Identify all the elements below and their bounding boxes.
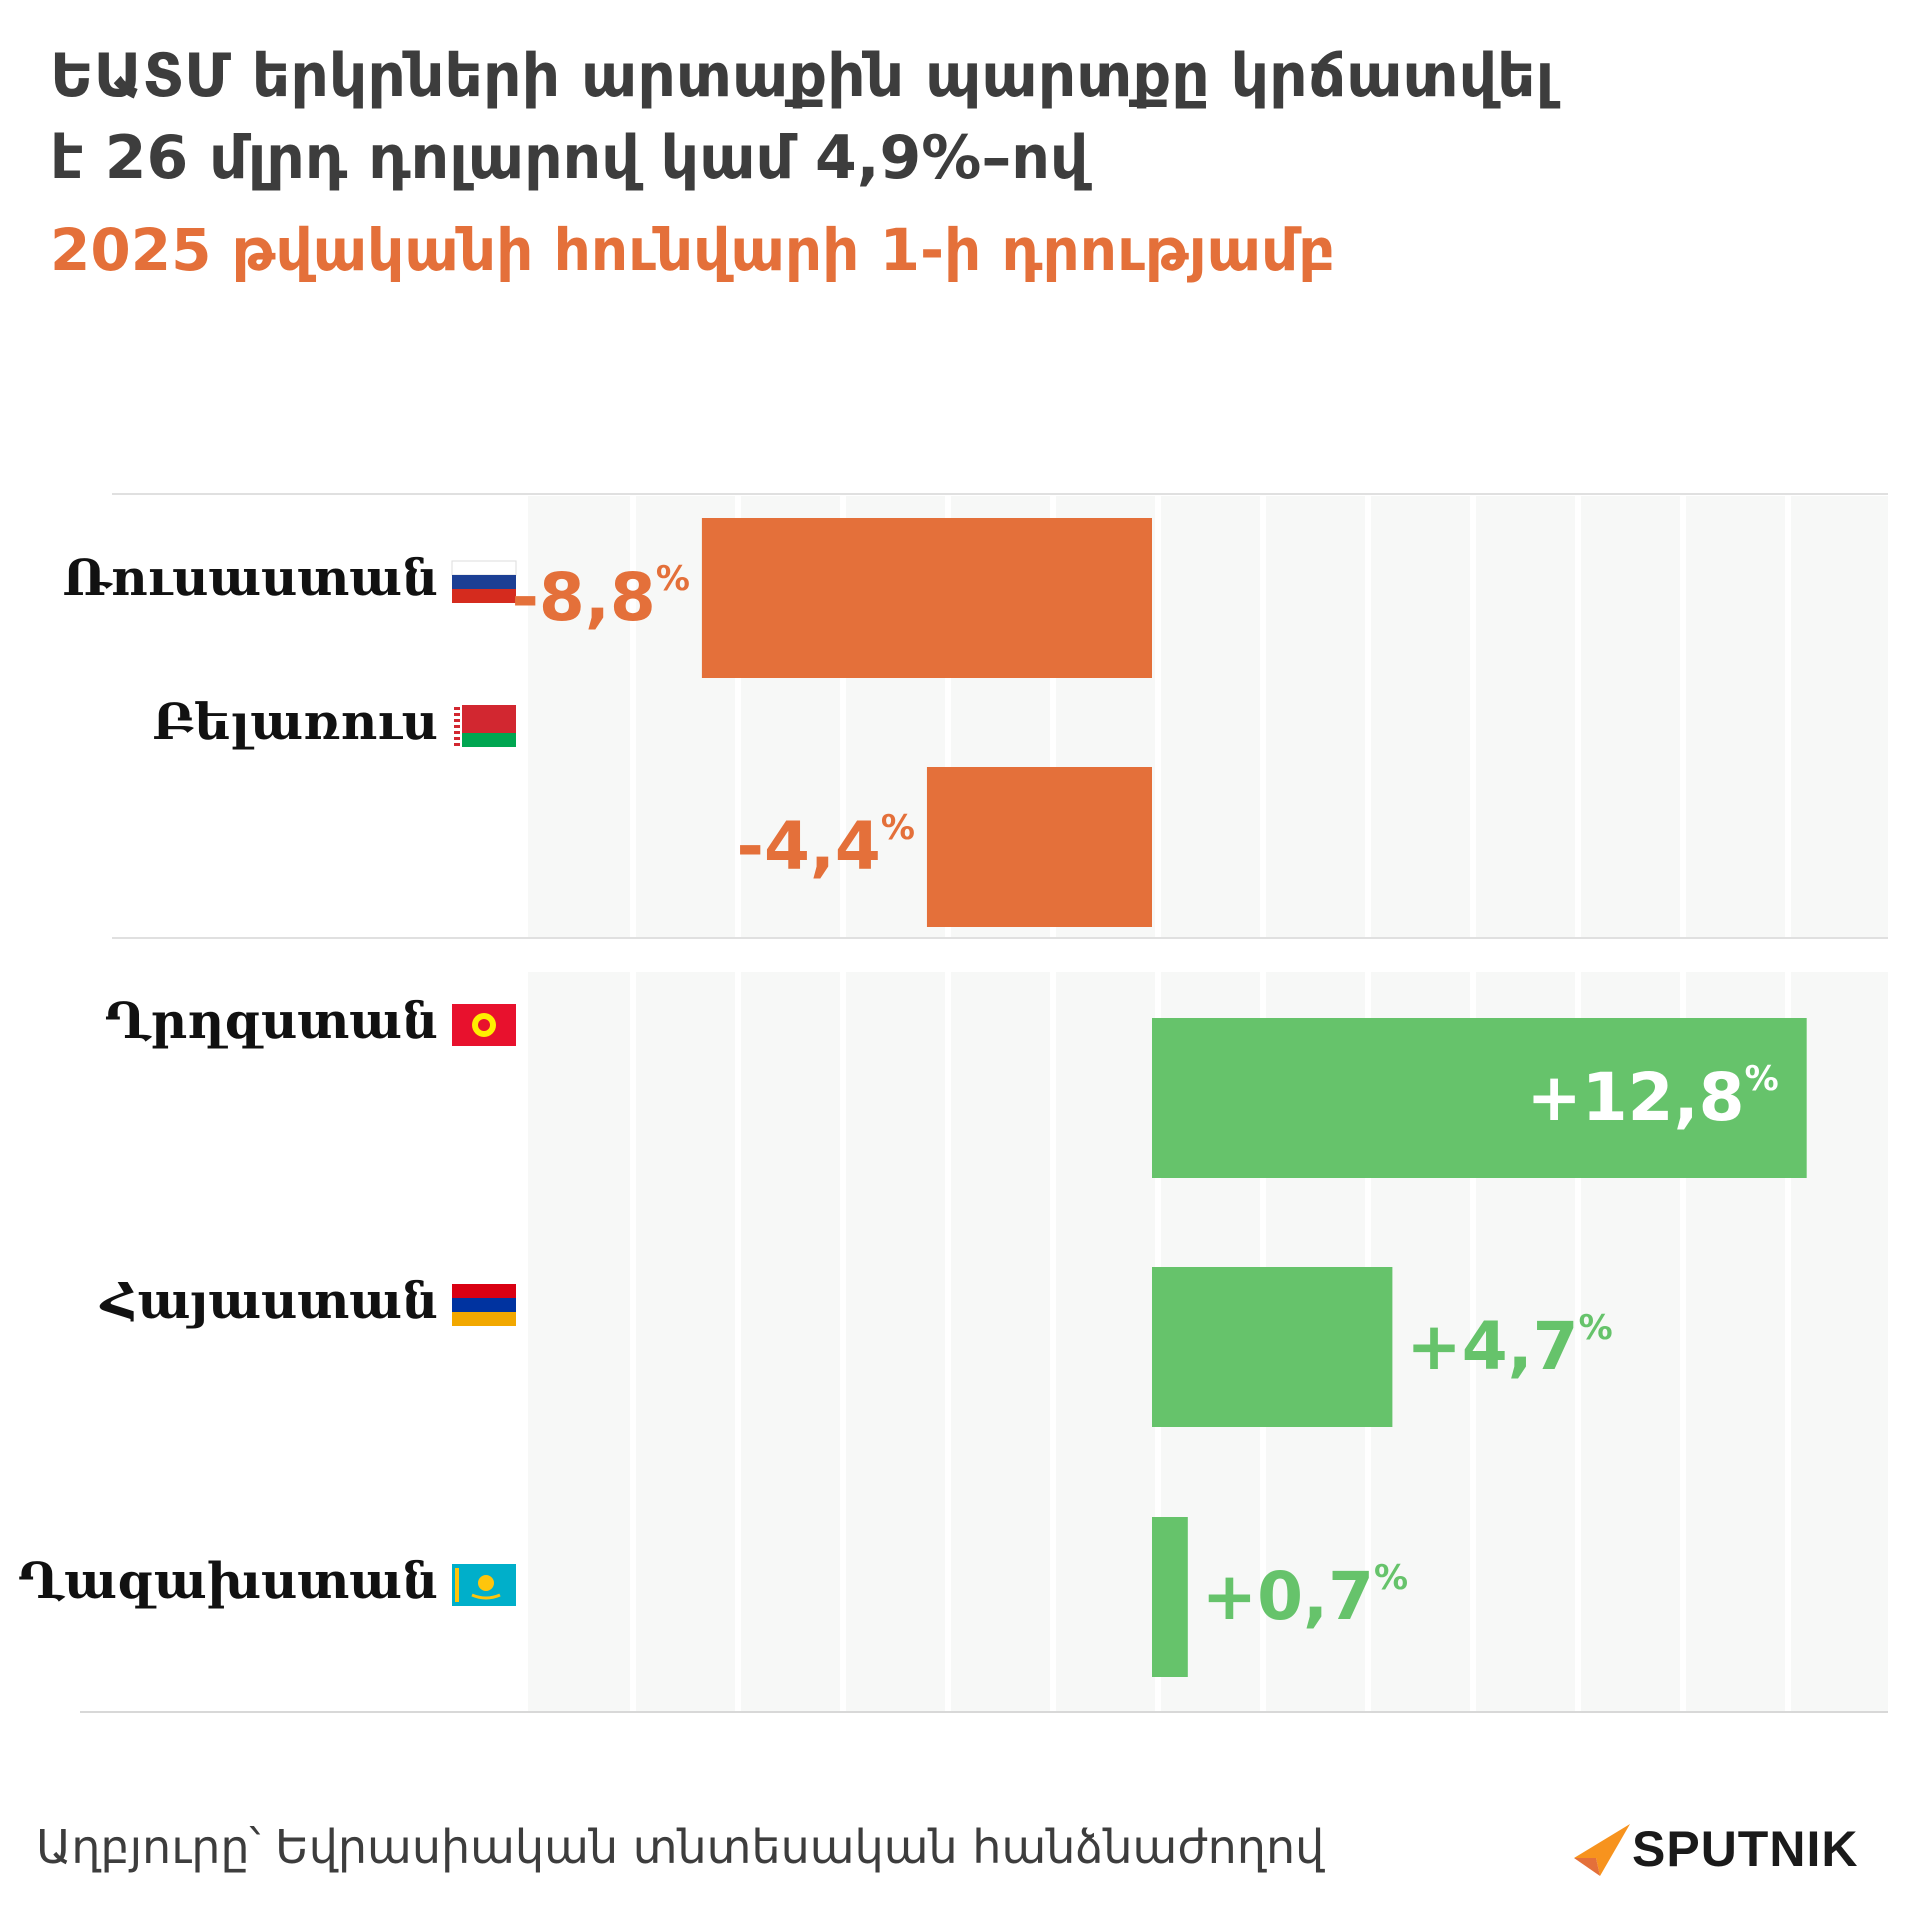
source-note: Աղբյուրը՝ Եվրասիական տնտեսական հանձնաժող… xyxy=(36,1820,1325,1874)
chart-title-line-1: ԵԱՏՄ երկրների արտաքին պարտքը կրճատվել xyxy=(50,41,1555,111)
value-label-0: -8,8% xyxy=(512,559,690,636)
gridline xyxy=(630,496,636,938)
gridline xyxy=(945,496,951,938)
value-labels: -8,8%-4,4%+12,8%+4,7%+0,7% xyxy=(512,559,1779,1635)
bar-1 xyxy=(926,767,1152,927)
gridline xyxy=(945,972,951,1712)
gridline xyxy=(1575,496,1581,938)
gridline xyxy=(1260,496,1266,938)
flag-belarus-icon xyxy=(452,705,516,747)
bar-3 xyxy=(1152,1267,1393,1427)
country-label-1: Բելառուս xyxy=(152,692,438,751)
gridline xyxy=(1680,972,1686,1712)
country-labels: Ռուսաստան Բելառուս Ղրղզստան Հայաստան Ղազախստ… xyxy=(18,548,517,1610)
country-label-2: Ղրղզստան xyxy=(105,991,438,1050)
value-label-4: +0,7% xyxy=(1202,1558,1408,1635)
value-label-2: +12,8% xyxy=(1526,1059,1778,1136)
value-number: -8,8 xyxy=(512,559,656,636)
chart-subtitle: 2025 թվականի հունվարի 1-ի դրությամբ xyxy=(50,216,1336,284)
value-number: +0,7 xyxy=(1202,1558,1374,1635)
gridline xyxy=(1680,496,1686,938)
bar-4 xyxy=(1152,1517,1188,1677)
bar-0 xyxy=(701,518,1152,678)
chart-title-line-2: է 26 մլրդ դոլարով կամ 4,9%–ով xyxy=(50,123,1089,193)
value-number: -4,4 xyxy=(737,808,881,885)
gridline xyxy=(1470,972,1476,1712)
gridline xyxy=(840,972,846,1712)
value-percent-sign: % xyxy=(656,559,690,599)
flag-armenia-icon xyxy=(452,1284,516,1326)
country-label-4: Ղազախստան xyxy=(18,1551,438,1610)
gridline xyxy=(1050,972,1056,1712)
gridline xyxy=(630,972,636,1712)
country-label-3: Հայաստան xyxy=(99,1271,438,1330)
gridline xyxy=(735,972,741,1712)
value-percent-sign: % xyxy=(1579,1308,1613,1348)
gridline xyxy=(1785,972,1791,1712)
value-label-3: +4,7% xyxy=(1406,1308,1612,1385)
gridline xyxy=(1785,496,1791,938)
value-label-1: -4,4% xyxy=(737,808,915,885)
value-number: +12,8 xyxy=(1526,1059,1744,1136)
flag-kazakhstan-icon xyxy=(452,1564,516,1606)
flag-kyrgyzstan-icon xyxy=(452,1004,516,1046)
gridline xyxy=(1365,496,1371,938)
gridline xyxy=(1155,496,1161,938)
sputnik-logo: SPUTNIK xyxy=(1570,1818,1858,1880)
gridline xyxy=(1470,496,1476,938)
sputnik-logo-icon xyxy=(1574,1824,1630,1876)
sputnik-logo-text: SPUTNIK xyxy=(1632,1821,1859,1877)
gridline xyxy=(1050,496,1056,938)
bars xyxy=(701,518,1807,1677)
value-number: +4,7 xyxy=(1406,1308,1578,1385)
country-label-0: Ռուսաստան xyxy=(62,548,438,607)
bar-chart: Ռուսաստան Բելառուս Ղրղզստան Հայաստան Ղազախստ… xyxy=(18,493,1888,1713)
value-percent-sign: % xyxy=(1745,1059,1779,1099)
gridline xyxy=(1575,972,1581,1712)
gridline xyxy=(840,496,846,938)
value-percent-sign: % xyxy=(1374,1558,1408,1598)
value-percent-sign: % xyxy=(881,808,915,848)
flag-russia-icon xyxy=(451,560,517,603)
gridline xyxy=(735,496,741,938)
bar-2 xyxy=(1152,1018,1807,1178)
